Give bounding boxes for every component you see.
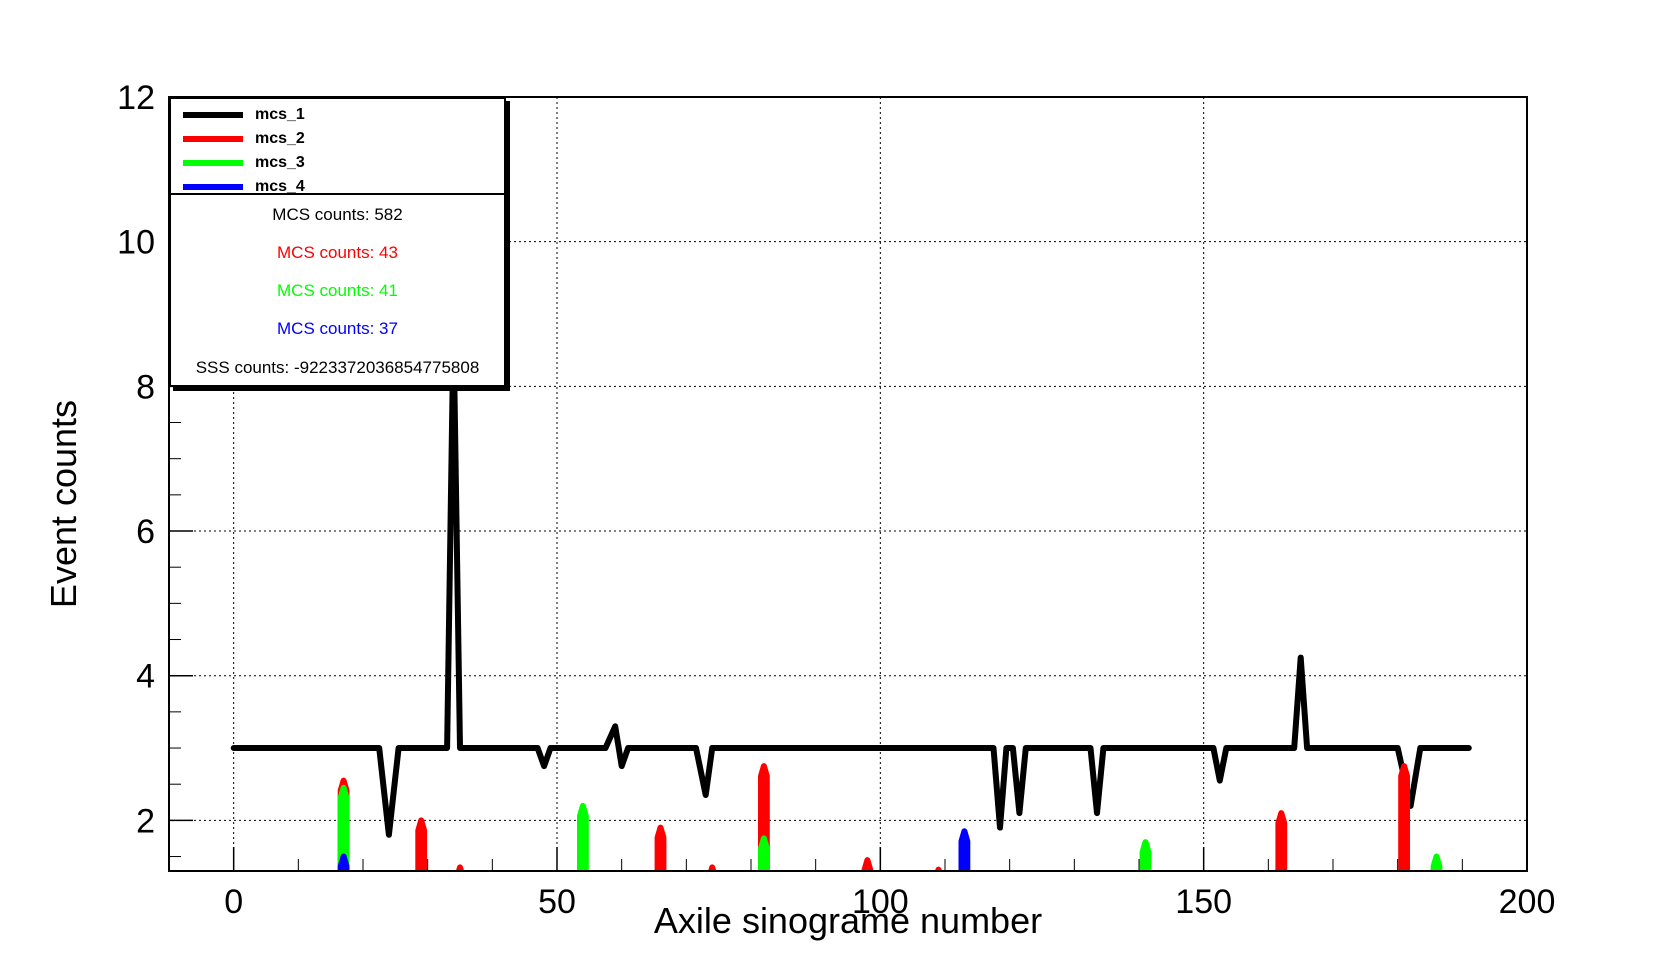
legend-label: mcs_1 xyxy=(255,106,305,123)
y-tick-labels: 2 4 6 8 10 12 xyxy=(117,79,155,840)
x-tick-label: 100 xyxy=(852,883,909,921)
series-peak-mcs_4 xyxy=(337,853,350,871)
series-peak-mcs_2 xyxy=(861,857,874,871)
legend-entry: mcs_2 xyxy=(183,127,305,151)
legend-entry: mcs_1 xyxy=(183,103,305,127)
series-peak-mcs_2 xyxy=(455,864,465,871)
series-peak-mcs_3 xyxy=(337,784,350,871)
y-tick-label: 8 xyxy=(136,368,155,406)
series-peak-mcs_2 xyxy=(1275,810,1288,871)
series-line-mcs_1 xyxy=(230,325,1472,838)
legend-swatch xyxy=(183,112,243,118)
legend-swatch xyxy=(183,160,243,166)
legend-swatch xyxy=(183,136,243,142)
mcs-count-3: MCS counts: 41 xyxy=(277,281,398,300)
x-axis-label: Axile sinograme number xyxy=(654,900,1042,941)
mcs-count-1: MCS counts: 582 xyxy=(272,205,403,224)
mcs-count-4: MCS counts: 37 xyxy=(277,319,398,338)
series-peak-mcs_3 xyxy=(1430,853,1443,871)
plot-frame xyxy=(168,96,1528,872)
series-peak-mcs_2 xyxy=(708,864,717,871)
legend: mcs_1 mcs_2 mcs_3 mcs_4 MCS counts: 582 … xyxy=(169,97,506,387)
legend-label: mcs_2 xyxy=(255,130,305,147)
y-tick-label: 12 xyxy=(117,79,155,117)
series-peak-mcs_3 xyxy=(1139,839,1152,871)
y-tick-label: 4 xyxy=(136,658,155,696)
series-peak-mcs_2 xyxy=(934,866,943,871)
series-peak-mcs_3 xyxy=(577,802,589,871)
x-tick-label: 200 xyxy=(1499,883,1556,921)
series-group xyxy=(230,325,1472,871)
y-tick-label: 6 xyxy=(136,513,155,551)
series-peak-mcs_2 xyxy=(654,824,667,871)
series-peak-mcs_3 xyxy=(758,835,770,871)
x-tick-label: 50 xyxy=(538,883,576,921)
series-peak-mcs_2 xyxy=(415,817,428,871)
y-tick-label: 10 xyxy=(117,224,155,262)
legend-entry: mcs_4 xyxy=(183,175,305,199)
series-peak-mcs_2 xyxy=(758,763,770,871)
x-tick-label: 150 xyxy=(1175,883,1232,921)
series-peak-mcs_4 xyxy=(958,828,971,871)
legend-label: mcs_4 xyxy=(255,178,305,195)
y-axis-label: Event counts xyxy=(43,400,84,608)
sss-count: SSS counts: -9223372036854775808 xyxy=(195,358,480,377)
series-peak-mcs_2 xyxy=(1398,763,1410,871)
x-tick-labels: 0 50 100 150 200 xyxy=(224,883,1555,921)
legend-entry: mcs_3 xyxy=(183,151,305,175)
mcs-count-2: MCS counts: 43 xyxy=(277,243,398,262)
legend-swatch xyxy=(183,184,243,190)
legend-label: mcs_3 xyxy=(255,154,305,171)
legend-separator xyxy=(171,193,504,195)
x-tick-label: 0 xyxy=(224,883,243,921)
y-tick-label: 2 xyxy=(136,802,155,840)
